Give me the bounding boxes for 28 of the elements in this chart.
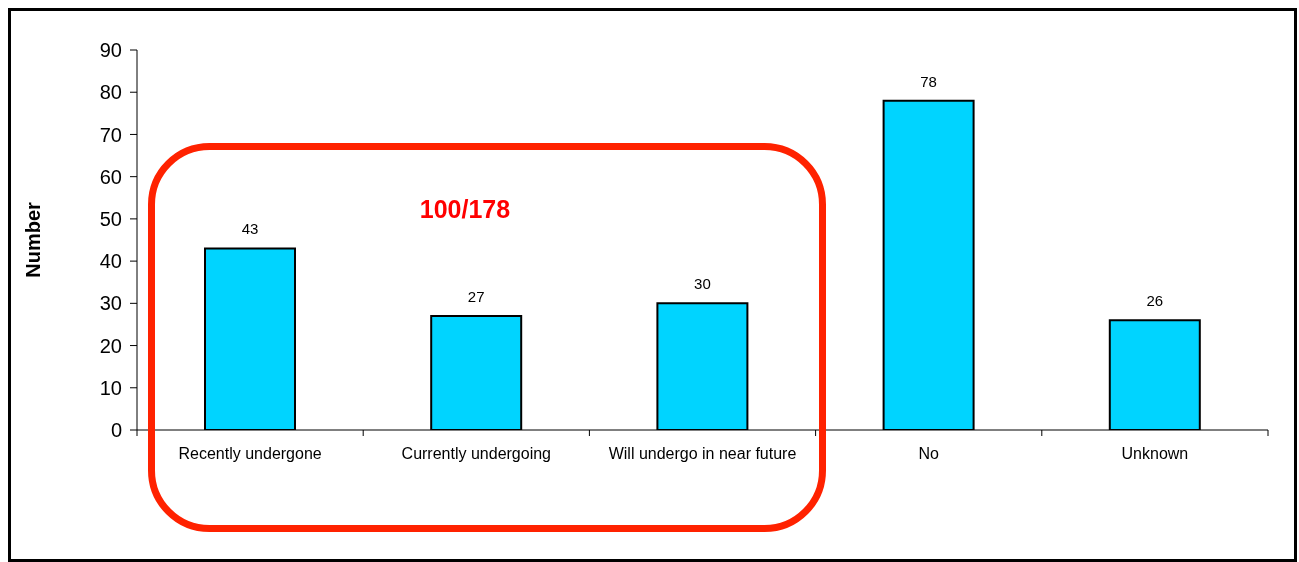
data-label: 43: [241, 220, 259, 238]
data-label: 27: [467, 288, 485, 305]
outer-frame: Number Recently undergone Currently undergoing Will undergo in near future No Unknown 0 10 20 30 40 50 60 70 80 90 43 27 30 78 26 100/178: [8, 8, 1297, 562]
y-tick-label: 20: [99, 334, 122, 357]
y-axis-title: Number: [22, 202, 44, 278]
bar: [204, 247, 296, 430]
x-tick-label: Unknown: [1121, 445, 1189, 463]
y-tick-label: 40: [99, 250, 122, 273]
y-tick-label: 70: [99, 123, 122, 146]
y-tick-label: 50: [99, 207, 122, 230]
x-tick-label: Recently undergone: [178, 445, 322, 463]
data-label: 26: [1146, 292, 1164, 310]
data-label: 30: [694, 275, 711, 293]
y-tick-label: 0: [110, 419, 122, 442]
y-tick-label: 60: [99, 165, 122, 188]
x-tick-label: No: [918, 445, 940, 463]
data-label: 78: [920, 72, 937, 90]
y-tick-label: 90: [99, 39, 122, 62]
y-tick-label: 80: [99, 81, 122, 104]
annotation: 100/178: [419, 195, 511, 223]
y-tick-label: 10: [99, 376, 122, 399]
bar: [430, 315, 523, 430]
y-tick-label: 30: [99, 292, 122, 315]
bar: [882, 99, 975, 430]
x-tick-label: Currently undergoing: [401, 445, 552, 463]
bar: [656, 302, 749, 430]
bar: [1108, 319, 1201, 430]
x-tick-label: Will undergo in near future: [608, 445, 797, 463]
